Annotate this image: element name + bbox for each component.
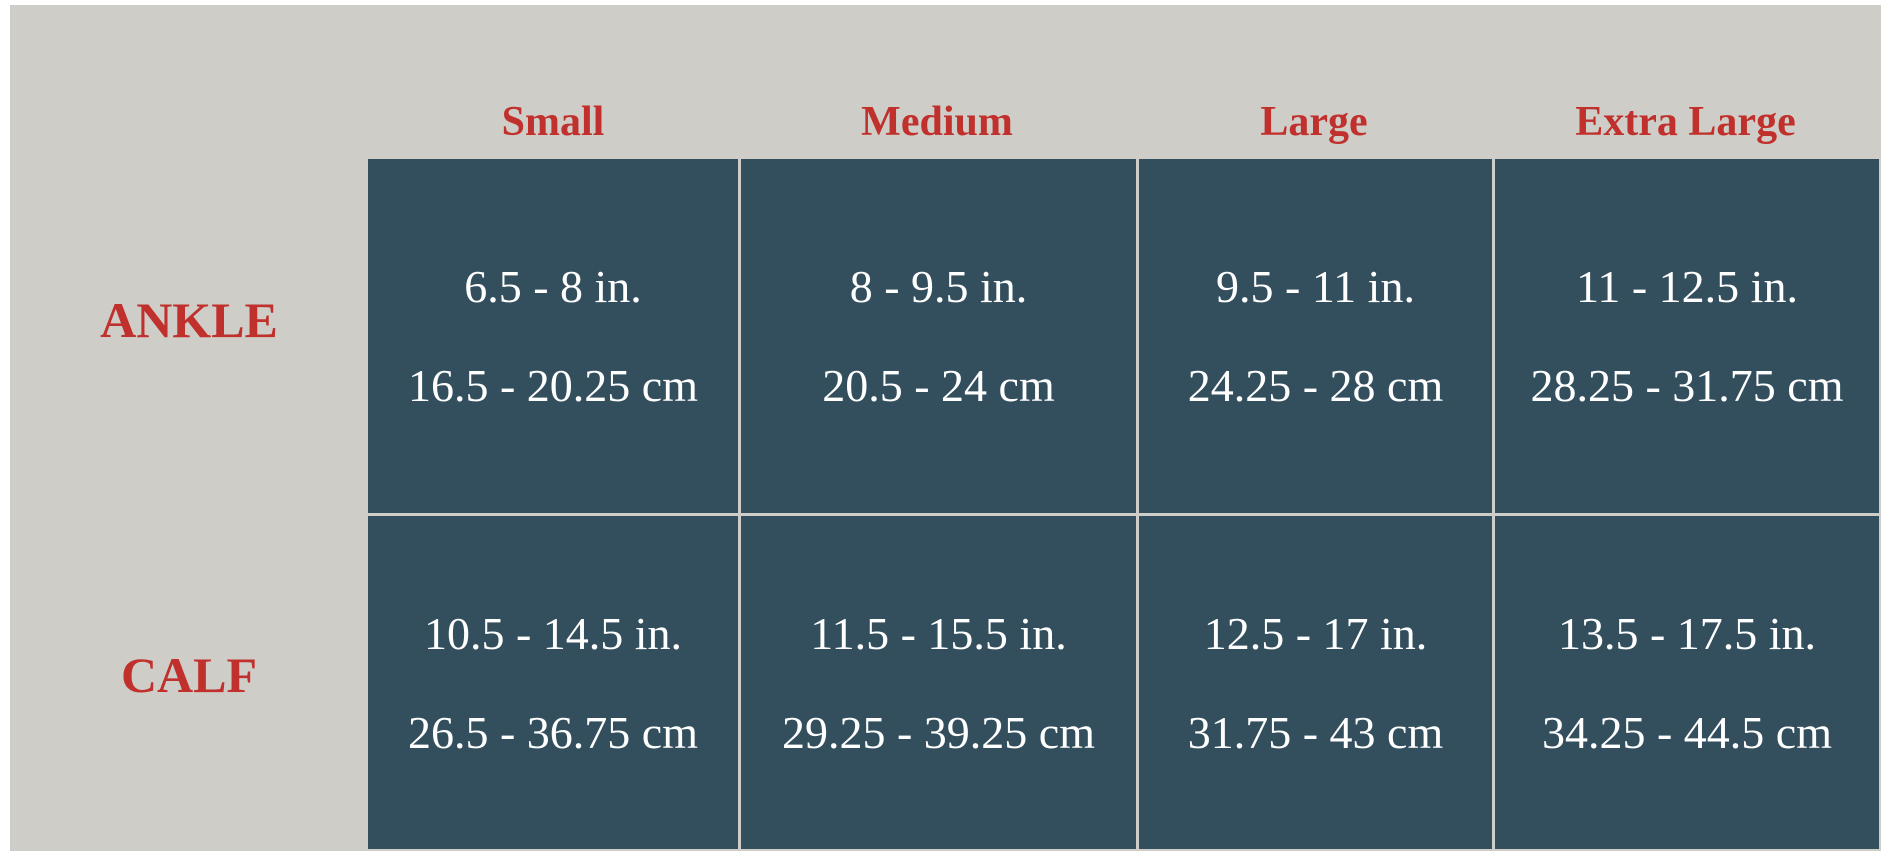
size-cell: 8 - 9.5 in. 20.5 - 24 cm — [741, 159, 1136, 513]
size-cell: 9.5 - 11 in. 24.25 - 28 cm — [1139, 159, 1492, 513]
column-header: Large — [1260, 99, 1368, 145]
cm-range: 16.5 - 20.25 cm — [407, 360, 698, 411]
size-cell: 10.5 - 14.5 in. 26.5 - 36.75 cm — [368, 516, 738, 849]
cm-range: 24.25 - 28 cm — [1187, 360, 1444, 411]
inches-range: 12.5 - 17 in. — [1203, 607, 1428, 659]
size-cell: 12.5 - 17 in. 31.75 - 43 cm — [1139, 516, 1492, 849]
inches-range: 6.5 - 8 in. — [464, 261, 642, 312]
column-header: Small — [501, 99, 605, 145]
column-header: Extra Large — [1575, 99, 1796, 145]
cm-range: 29.25 - 39.25 cm — [781, 706, 1095, 758]
inches-range: 9.5 - 11 in. — [1216, 261, 1415, 312]
size-cell: 13.5 - 17.5 in. 34.25 - 44.5 cm — [1495, 516, 1879, 849]
inches-range: 11.5 - 15.5 in. — [810, 607, 1067, 659]
cm-range: 34.25 - 44.5 cm — [1541, 706, 1832, 758]
cm-range: 26.5 - 36.75 cm — [407, 706, 698, 758]
inches-range: 11 - 12.5 in. — [1576, 261, 1798, 312]
cm-range: 28.25 - 31.75 cm — [1530, 360, 1844, 411]
cm-range: 20.5 - 24 cm — [822, 360, 1055, 411]
inches-range: 13.5 - 17.5 in. — [1557, 607, 1817, 659]
inches-range: 8 - 9.5 in. — [849, 261, 1028, 312]
column-header: Medium — [861, 99, 1013, 145]
size-cell: 11 - 12.5 in. 28.25 - 31.75 cm — [1495, 159, 1879, 513]
size-cell: 6.5 - 8 in. 16.5 - 20.25 cm — [368, 159, 738, 513]
row-label: ANKLE — [100, 292, 278, 348]
cm-range: 31.75 - 43 cm — [1187, 706, 1444, 758]
size-cell: 11.5 - 15.5 in. 29.25 - 39.25 cm — [741, 516, 1136, 849]
row-label: CALF — [120, 647, 258, 703]
size-chart: Small Medium Large Extra Large ANKLE 6.5 - 8 … — [10, 5, 1881, 851]
inches-range: 10.5 - 14.5 in. — [423, 607, 683, 659]
